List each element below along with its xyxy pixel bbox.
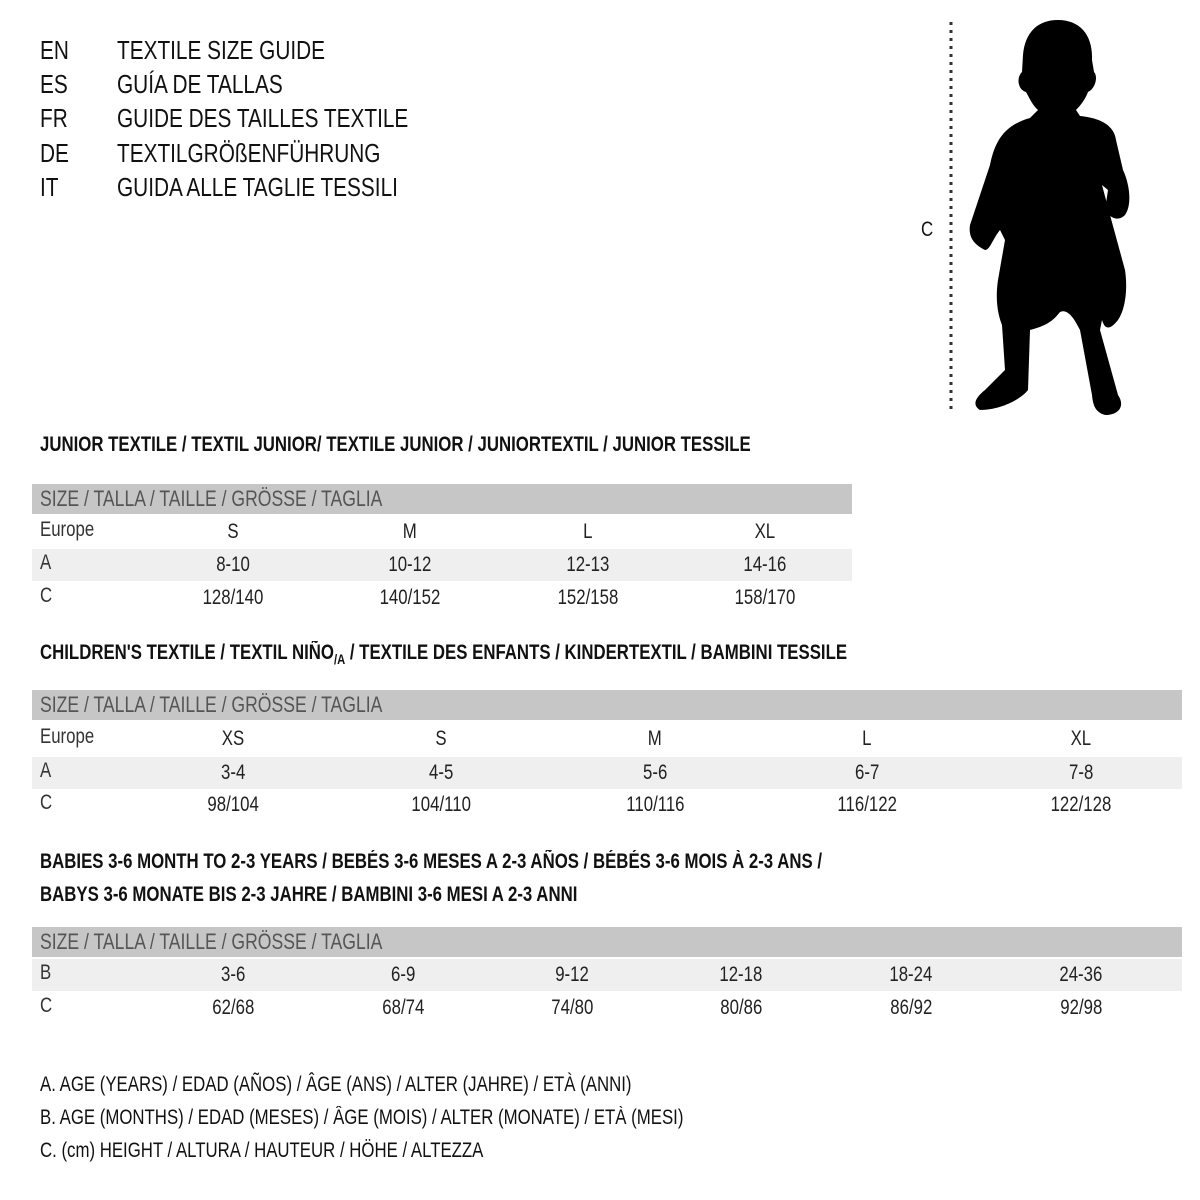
lang-title: GUIDA ALLE TAGLIE TESSILI [117, 172, 398, 202]
lang-title: GUÍA DE TALLAS [117, 69, 283, 99]
lang-line-de: DE TEXTILGRÖßENFÜHRUNG [40, 138, 380, 168]
lang-line-fr: FR GUIDE DES TAILLES TEXTILE [40, 103, 408, 133]
table-row: A 3-4 4-5 5-6 6-7 7-8 [32, 757, 1182, 789]
table-row: B 3-6 6-9 9-12 12-18 18-24 24-36 [32, 959, 1182, 991]
lang-title: TEXTILE SIZE GUIDE [117, 35, 326, 65]
lang-title: GUIDE DES TAILLES TEXTILE [117, 103, 409, 133]
lang-title: TEXTILGRÖßENFÜHRUNG [117, 138, 381, 168]
junior-header-bar: SIZE / TALLA / TAILLE / GRÖSSE / TAGLIA [32, 484, 852, 514]
footnote-b: B. AGE (MONTHS) / EDAD (MESES) / ÂGE (MO… [40, 1106, 684, 1129]
table-row: C 62/68 68/74 74/80 80/86 86/92 92/98 [40, 994, 1103, 1019]
lang-line-en: EN TEXTILE SIZE GUIDE [40, 35, 325, 65]
babies-title-line2: BABYS 3-6 MONATE BIS 2-3 JAHRE / BAMBINI… [40, 883, 578, 906]
children-header-bar: SIZE / TALLA / TAILLE / GRÖSSE / TAGLIA [32, 690, 1182, 720]
table-row: Europe S M L XL [40, 518, 776, 543]
lang-code: EN [40, 35, 69, 65]
child-silhouette-icon [949, 20, 1130, 415]
lang-code: ES [40, 69, 68, 99]
lang-code: IT [40, 172, 59, 202]
table-row: Europe XS S M L XL [40, 725, 1092, 750]
height-label: C [921, 218, 934, 241]
babies-header-bar: SIZE / TALLA / TAILLE / GRÖSSE / TAGLIA [32, 927, 1182, 957]
lang-line-it: IT GUIDA ALLE TAGLIE TESSILI [40, 172, 398, 202]
footnote-c: C. (cm) HEIGHT / ALTURA / HAUTEUR / HÖHE… [40, 1139, 484, 1162]
lang-line-es: ES GUÍA DE TALLAS [40, 69, 283, 99]
table-row: C 98/104 104/110 110/116 116/122 122/128 [40, 791, 1112, 816]
footnote-a: A. AGE (YEARS) / EDAD (AÑOS) / ÂGE (ANS)… [40, 1073, 632, 1096]
babies-title-line1: BABIES 3-6 MONTH TO 2-3 YEARS / BEBÉS 3-… [40, 850, 823, 873]
children-title: CHILDREN'S TEXTILE / TEXTIL NIÑO/A / TEX… [40, 641, 848, 667]
junior-title: JUNIOR TEXTILE / TEXTIL JUNIOR/ TEXTILE … [40, 433, 751, 456]
table-row: C 128/140 140/152 152/158 158/170 [40, 584, 796, 609]
table-row: A 8-10 10-12 12-13 14-16 [32, 549, 852, 581]
lang-code: DE [40, 138, 69, 168]
lang-code: FR [40, 103, 68, 133]
